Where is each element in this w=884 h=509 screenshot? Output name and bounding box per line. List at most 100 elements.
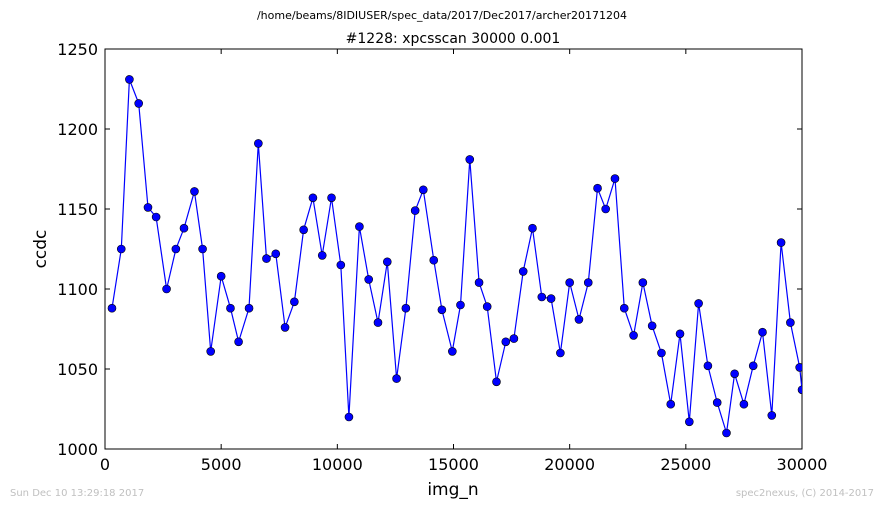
y-tick-label: 1150 — [57, 200, 98, 219]
data-point — [198, 244, 207, 254]
data-point — [401, 303, 411, 313]
series-group — [107, 75, 802, 438]
data-point — [657, 348, 666, 358]
y-tick-label: 1000 — [57, 440, 98, 459]
data-point — [565, 278, 574, 287]
data-point — [675, 329, 685, 339]
y-axis-label: ccdc — [31, 230, 51, 269]
x-tick-label: 20000 — [544, 455, 595, 474]
data-point — [694, 299, 703, 308]
data-point — [280, 323, 290, 332]
x-tick-label: 0 — [100, 455, 110, 474]
x-axis-label: img_n — [427, 480, 478, 500]
data-point — [739, 399, 749, 409]
data-point — [162, 284, 171, 294]
chart-suptitle: /home/beams/8IDIUSER/spec_data/2017/Dec2… — [257, 9, 627, 22]
data-point — [593, 183, 602, 193]
data-point — [556, 348, 565, 358]
data-point — [776, 238, 786, 247]
data-point — [638, 278, 648, 287]
data-point — [795, 363, 802, 372]
data-point — [171, 244, 181, 254]
data-point — [456, 300, 465, 310]
data-point — [797, 385, 802, 395]
data-point — [748, 361, 758, 371]
data-point — [336, 260, 346, 270]
data-point — [666, 399, 676, 409]
data-point — [262, 254, 271, 263]
y-tick-label: 1250 — [57, 40, 98, 59]
data-point — [355, 222, 364, 231]
x-tick-label: 30000 — [777, 455, 828, 474]
data-point — [722, 428, 731, 438]
x-tick-label: 15000 — [428, 455, 479, 474]
data-point — [290, 297, 299, 307]
data-point — [107, 303, 117, 313]
data-point — [546, 294, 556, 303]
data-point — [610, 174, 620, 183]
data-point — [244, 303, 254, 313]
data-point — [271, 249, 281, 259]
data-point — [703, 361, 713, 371]
data-point — [206, 347, 216, 356]
x-tick-label: 5000 — [201, 455, 242, 474]
plot-frame — [104, 48, 803, 450]
data-point — [373, 318, 383, 327]
data-point — [327, 193, 336, 203]
data-point — [518, 267, 528, 276]
data-point — [601, 204, 610, 214]
data-point — [583, 278, 593, 287]
footer-credit: spec2nexus, (C) 2014-2017 — [735, 488, 874, 499]
data-point — [116, 244, 126, 254]
data-point — [234, 337, 243, 347]
data-point — [448, 347, 457, 356]
data-point — [410, 206, 420, 215]
data-point — [429, 255, 439, 265]
data-point — [317, 251, 327, 260]
data-point — [501, 337, 511, 347]
data-point — [254, 139, 263, 148]
data-point — [537, 292, 547, 302]
data-point — [619, 303, 629, 313]
data-point — [143, 203, 153, 212]
data-point — [574, 315, 584, 324]
data-point — [299, 225, 308, 235]
data-point — [482, 302, 492, 311]
data-point — [364, 275, 373, 284]
data-point — [179, 223, 189, 233]
series-line — [111, 79, 802, 434]
data-point — [344, 412, 354, 422]
x-tick-label: 10000 — [312, 455, 363, 474]
data-point — [767, 411, 777, 420]
data-point — [190, 187, 199, 196]
data-point — [786, 318, 795, 327]
data-point — [730, 369, 739, 379]
chart-title: #1228: xpcsscan 30000 0.001 — [346, 31, 561, 47]
x-tick-label: 25000 — [660, 455, 711, 474]
data-point — [382, 257, 392, 267]
data-point — [758, 327, 767, 337]
data-point — [418, 185, 428, 195]
footer-timestamp: Sun Dec 10 13:29:18 2017 — [10, 488, 145, 499]
data-point — [492, 377, 501, 387]
data-point — [226, 303, 235, 313]
data-point — [216, 271, 226, 281]
y-tick-label: 1100 — [57, 280, 98, 299]
data-point — [465, 155, 475, 164]
data-point — [647, 321, 657, 331]
y-tick-label: 1200 — [57, 120, 98, 139]
data-point — [629, 331, 638, 340]
data-point — [308, 193, 318, 203]
data-point — [392, 374, 401, 383]
data-point — [685, 417, 694, 427]
data-point — [125, 75, 134, 84]
data-point — [134, 99, 143, 108]
data-point — [712, 398, 722, 407]
data-point — [474, 278, 484, 287]
data-point — [437, 305, 447, 315]
y-tick-label: 1050 — [57, 360, 98, 379]
data-point — [528, 223, 537, 233]
data-point — [509, 334, 519, 343]
data-point — [151, 212, 161, 222]
